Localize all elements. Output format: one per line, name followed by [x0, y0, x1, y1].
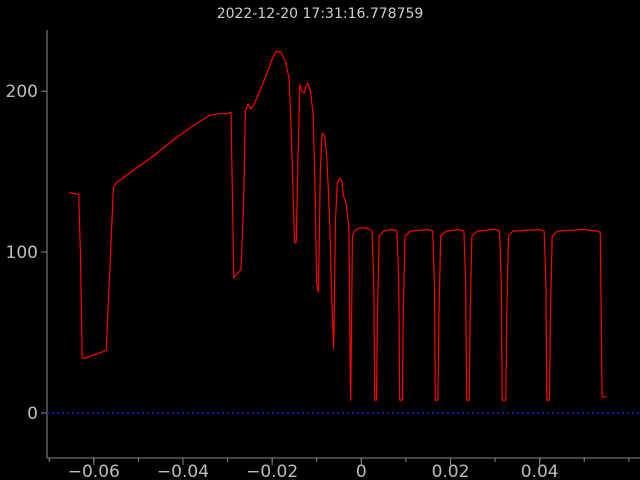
x-tick-label: 0.02: [432, 462, 470, 480]
axes: [46, 30, 640, 459]
x-tick-label: 0: [356, 462, 367, 480]
chart-title: 2022-12-20 17:31:16.778759: [216, 6, 424, 22]
y-tick-label: 100: [6, 243, 38, 263]
x-tick-label: −0.06: [68, 462, 120, 480]
y-tick-label: 200: [6, 82, 38, 102]
x-tick-label: −0.02: [246, 462, 298, 480]
series-layer: [47, 50, 640, 414]
y-tick-label: 0: [27, 404, 38, 424]
signal-series-line: [68, 50, 607, 401]
tick-layer: 0 100 200 −0.06 −0.04 −0.02 0 0.02 0.04: [6, 82, 630, 480]
x-tick-label: 0.04: [521, 462, 559, 480]
x-tick-label: −0.04: [157, 462, 209, 480]
